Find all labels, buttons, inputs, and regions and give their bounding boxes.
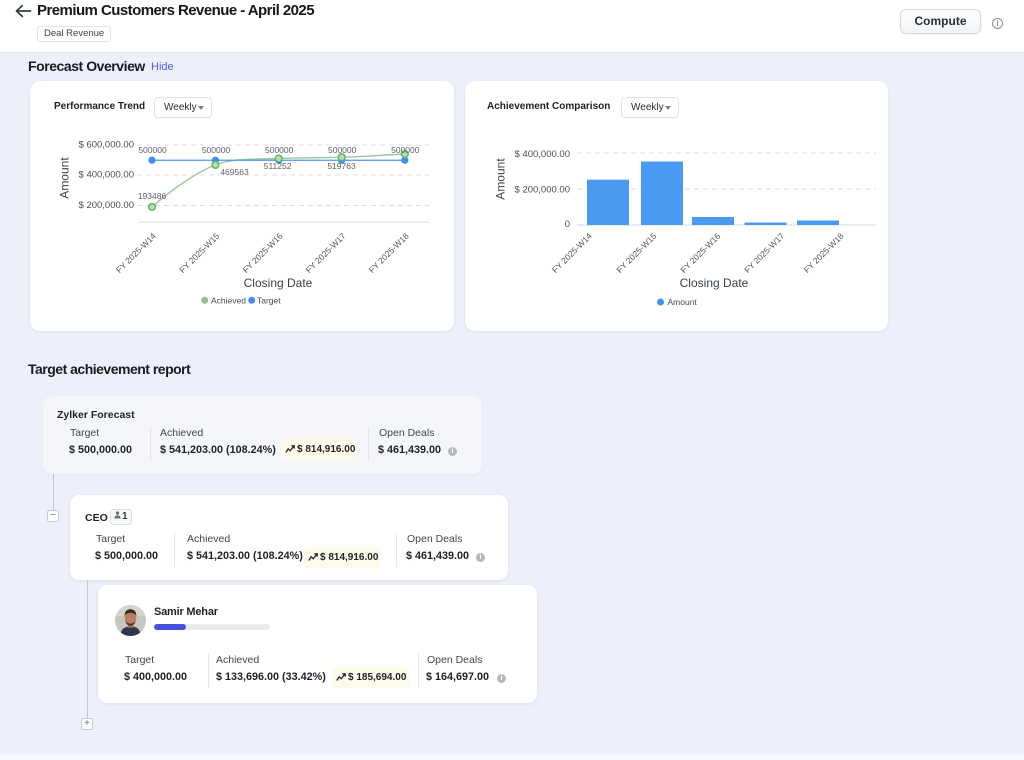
svg-text:500000: 500000	[391, 145, 420, 155]
svg-text:500000: 500000	[138, 145, 167, 155]
svg-text:FY 2025-W15: FY 2025-W15	[614, 231, 658, 275]
svg-text:$ 600,000.00: $ 600,000.00	[79, 140, 134, 151]
svg-text:FY 2025-W14: FY 2025-W14	[114, 231, 158, 275]
svg-text:500000: 500000	[328, 145, 357, 155]
svg-text:0: 0	[565, 219, 570, 230]
svg-text:469563: 469563	[220, 167, 249, 177]
svg-text:FY 2025-W14: FY 2025-W14	[550, 231, 594, 275]
svg-text:FY 2025-W15: FY 2025-W15	[177, 231, 221, 275]
svg-text:FY 2025-W18: FY 2025-W18	[802, 231, 846, 275]
svg-text:$ 400,000.00: $ 400,000.00	[79, 170, 134, 181]
svg-text:Amount: Amount	[58, 157, 72, 199]
svg-text:500000: 500000	[202, 145, 231, 155]
svg-text:FY 2025-W17: FY 2025-W17	[304, 231, 348, 275]
svg-text:Amount: Amount	[668, 297, 698, 307]
svg-text:$ 200,000.00: $ 200,000.00	[79, 200, 134, 211]
svg-text:511252: 511252	[264, 161, 292, 171]
svg-text:FY 2025-W16: FY 2025-W16	[678, 231, 722, 275]
svg-text:500000: 500000	[265, 145, 294, 155]
svg-text:FY 2025-W16: FY 2025-W16	[241, 231, 285, 275]
svg-text:Closing Date: Closing Date	[244, 276, 313, 290]
svg-text:519763: 519763	[327, 161, 356, 171]
svg-text:FY 2025-W17: FY 2025-W17	[742, 231, 786, 275]
svg-text:FY 2025-W18: FY 2025-W18	[367, 231, 411, 275]
svg-text:Amount: Amount	[494, 158, 508, 200]
svg-text:$ 200,000.00: $ 200,000.00	[515, 185, 570, 196]
svg-text:193486: 193486	[138, 191, 167, 201]
svg-text:Closing Date: Closing Date	[680, 276, 749, 290]
svg-text:Achieved: Achieved	[211, 296, 246, 306]
svg-text:Target: Target	[257, 296, 281, 306]
svg-text:$ 400,000.00: $ 400,000.00	[515, 149, 570, 160]
